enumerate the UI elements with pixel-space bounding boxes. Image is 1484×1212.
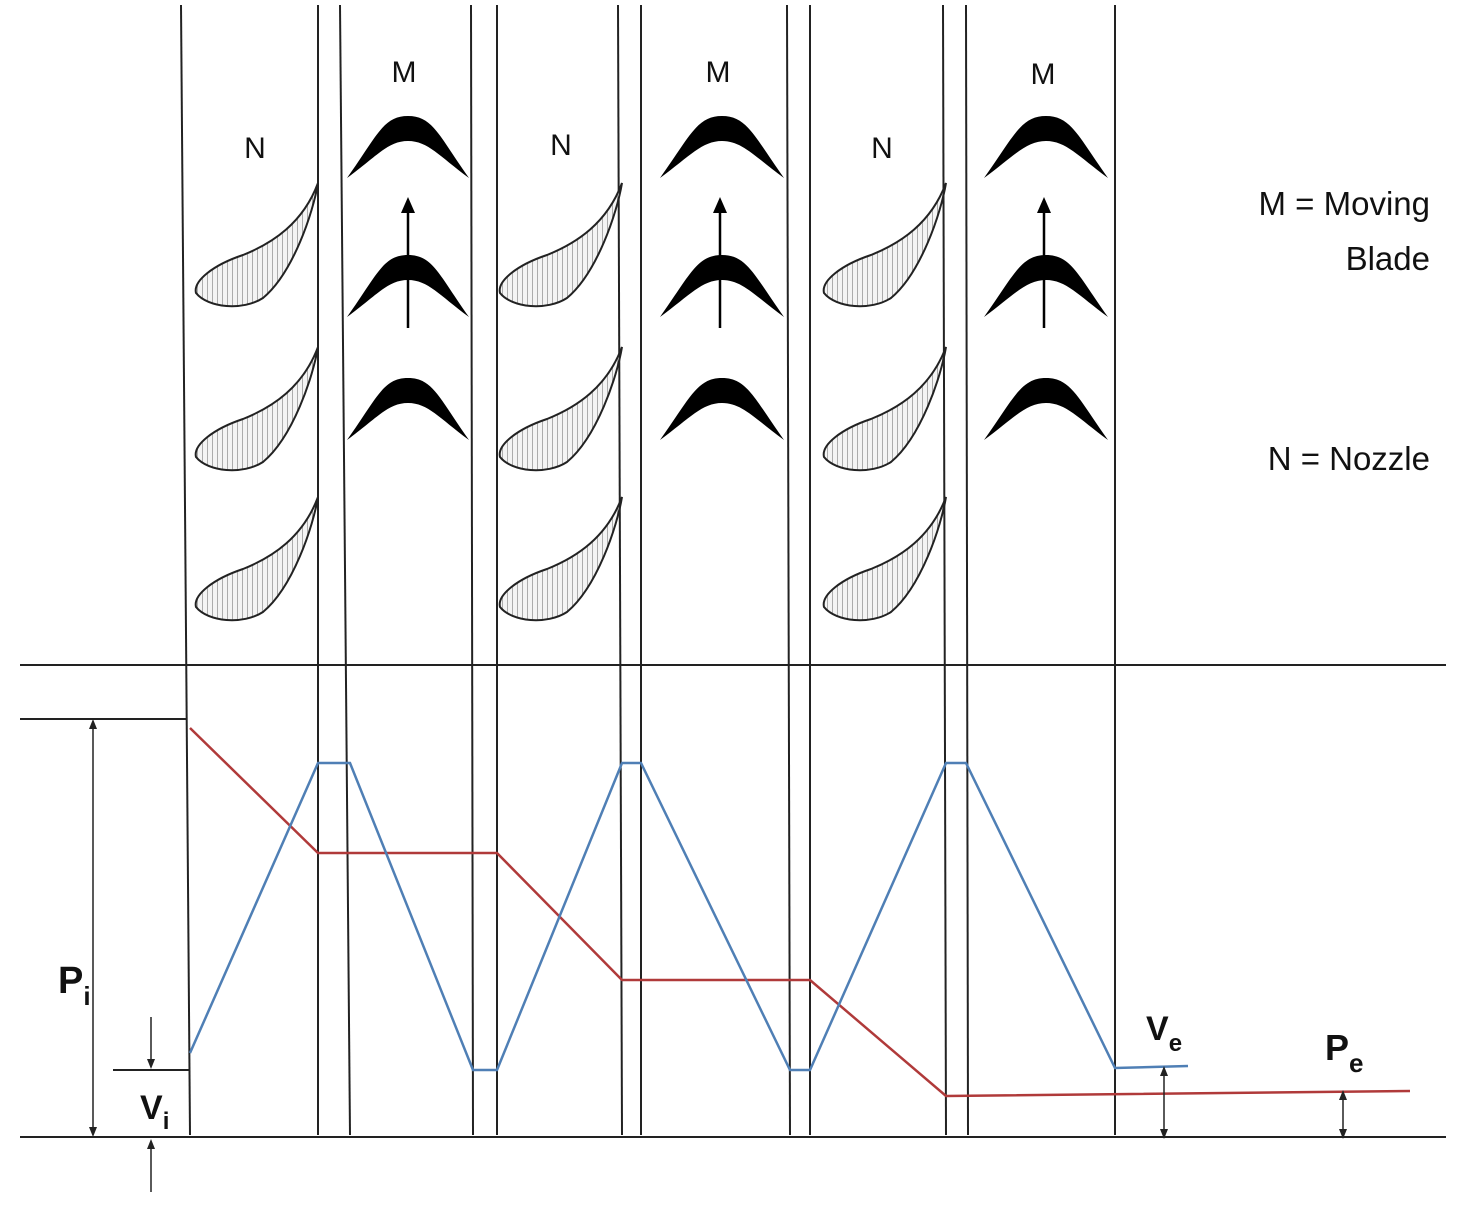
nozzle-blade: [194, 182, 319, 308]
nozzle-blade: [498, 346, 623, 472]
velocity-line: [188, 761, 1189, 1072]
moving-blade: [660, 255, 784, 317]
nozzle-blade: [822, 182, 947, 308]
moving-label: M: [392, 56, 417, 89]
inlet-velocity-label: Vi: [140, 1089, 169, 1135]
column-line: [942, 4, 947, 1136]
moving-blade: [347, 378, 469, 440]
nozzle-blade: [194, 346, 319, 472]
column-line: [965, 4, 969, 1136]
nozzle-blade: [498, 496, 623, 622]
legend-moving-blade: M = Moving: [1259, 185, 1430, 222]
nozzle-blade: [498, 182, 623, 308]
moving-blade: [347, 116, 469, 178]
moving-blades: [347, 116, 1108, 440]
nozzle-label: N: [550, 129, 572, 162]
moving-label: M: [706, 56, 731, 89]
nozzle-blade: [822, 496, 947, 622]
blade-motion-arrows: [401, 197, 1051, 328]
column-line: [617, 4, 623, 1136]
nozzle-label: N: [244, 132, 266, 165]
column-line: [470, 4, 474, 1136]
moving-blade: [660, 378, 784, 440]
moving-blade: [984, 378, 1108, 440]
pressure-line: [189, 727, 1411, 1098]
column-line: [339, 4, 351, 1136]
exit-pressure-label: Pe: [1325, 1027, 1363, 1078]
legend-moving-blade-cont: Blade: [1346, 240, 1430, 277]
nozzle-blades: [194, 182, 947, 622]
moving-blade: [660, 116, 784, 178]
exit-velocity-label: Ve: [1146, 1010, 1182, 1057]
moving-blade: [984, 255, 1108, 317]
nozzle-blade: [194, 496, 319, 622]
nozzle-blade: [822, 346, 947, 472]
moving-blade: [984, 116, 1108, 178]
nozzle-label: N: [871, 132, 893, 165]
inlet-pressure-label: Pi: [58, 960, 91, 1011]
legend-nozzle: N = Nozzle: [1268, 440, 1430, 477]
column-line: [786, 4, 791, 1136]
column-boundaries: [180, 4, 1116, 1136]
column-line: [180, 4, 191, 1136]
moving-label: M: [1031, 58, 1056, 91]
